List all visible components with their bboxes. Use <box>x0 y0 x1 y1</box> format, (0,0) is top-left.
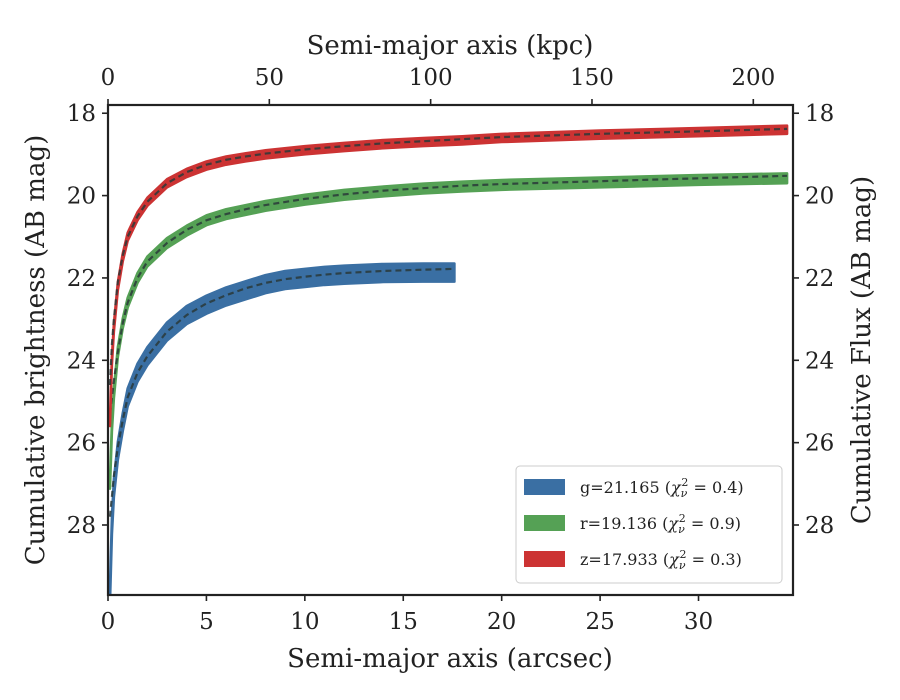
x-top-tick-label: 0 <box>101 65 116 91</box>
series-layer <box>108 124 789 595</box>
y-right-tick-label: 28 <box>805 513 834 539</box>
series-band-r <box>108 172 789 491</box>
x-tick-label: 10 <box>290 609 319 635</box>
ticks-layer: 0 5 10 15 20 25 30 0 50 100 150 200 18 18 20 20 22 22 24 24… <box>67 65 835 635</box>
y-axis-label: Cumulative brightness (AB mag) <box>21 135 51 566</box>
y-tick-label: 18 <box>67 101 96 127</box>
series-band-g <box>108 262 456 595</box>
x-axis-label: Semi-major axis (arcsec) <box>287 644 613 674</box>
x-tick-label: 30 <box>684 609 713 635</box>
y-tick-label: 28 <box>67 513 96 539</box>
y-right-tick-label: 18 <box>805 101 834 127</box>
x-tick-label: 25 <box>585 609 614 635</box>
y-tick-label: 24 <box>67 348 96 374</box>
legend-swatch-z <box>524 551 565 567</box>
legend-label-r: r=19.136 (χν2 = 0.9) <box>580 512 741 536</box>
y-right-tick-label: 20 <box>805 184 834 210</box>
legend-swatch-g <box>524 479 565 495</box>
y-right-axis-label: Cumulative Flux (AB mag) <box>847 176 877 524</box>
x-top-tick-label: 50 <box>255 65 284 91</box>
y-right-tick-label: 24 <box>805 348 834 374</box>
series-band-z <box>108 124 789 428</box>
y-tick-label: 20 <box>67 184 96 210</box>
legend-frame <box>515 465 783 584</box>
y-tick-label: 26 <box>67 431 96 457</box>
x-tick-label: 0 <box>101 609 116 635</box>
x-tick-label: 15 <box>389 609 418 635</box>
x-top-tick-label: 150 <box>570 65 614 91</box>
x-tick-label: 5 <box>199 609 214 635</box>
y-right-tick-label: 22 <box>805 266 834 292</box>
model-line-r <box>108 174 788 414</box>
legend: g=21.165 (χν2 = 0.4) r=19.136 (χν2 = 0.9)… <box>515 465 783 584</box>
legend-swatch-r <box>524 515 565 531</box>
model-line-z <box>108 127 788 386</box>
x-top-tick-label: 100 <box>409 65 453 91</box>
legend-label-z: z=17.933 (χν2 = 0.3) <box>580 548 742 572</box>
x-top-axis-label: Semi-major axis (kpc) <box>307 31 594 61</box>
model-line-g <box>108 267 455 517</box>
plot-frame <box>106 103 795 597</box>
legend-label-g: g=21.165 (χν2 = 0.4) <box>580 476 744 500</box>
x-top-tick-label: 200 <box>731 65 775 91</box>
x-tick-label: 20 <box>487 609 516 635</box>
y-right-tick-label: 26 <box>805 431 834 457</box>
y-tick-label: 22 <box>67 266 96 292</box>
